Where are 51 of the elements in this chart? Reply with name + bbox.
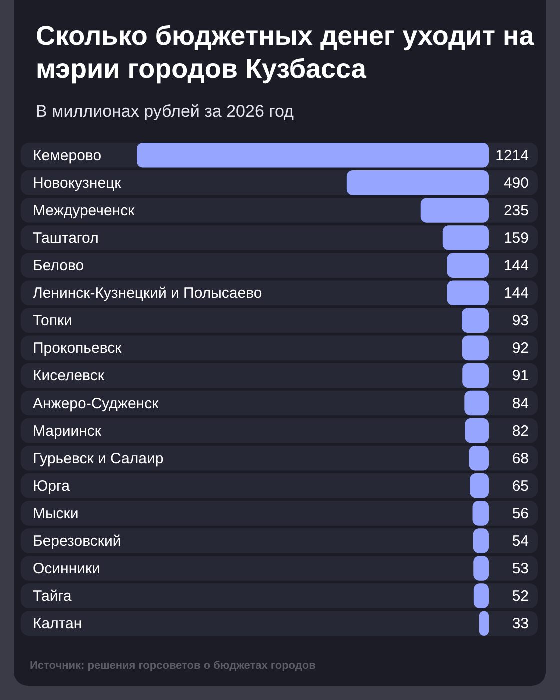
y-tick-label: Осинники [33, 560, 100, 578]
y-tick-label: Мариинск [33, 422, 102, 440]
data-label: 91 [512, 368, 529, 385]
y-tick-label: Междуреченск [33, 202, 136, 220]
bar [447, 253, 489, 278]
bar [420, 198, 489, 223]
y-tick-label: Топки [33, 312, 72, 330]
data-label: 92 [512, 340, 529, 358]
data-label: 56 [512, 505, 529, 522]
data-label: 54 [512, 532, 529, 550]
data-label: 235 [504, 202, 529, 220]
data-label: 53 [512, 560, 529, 578]
y-tick-label: Прокопьевск [33, 340, 122, 358]
bar [470, 474, 489, 498]
data-label: 82 [512, 422, 529, 440]
y-tick-label: Новокузнецк [33, 174, 122, 192]
data-label: 1214 [496, 147, 529, 164]
text: Источник: решения горсоветов о бюджетах городов [30, 660, 316, 672]
bar [462, 308, 489, 334]
y-tick-label: Березовский [33, 532, 122, 550]
chart-subtitle: В миллионах рублей за 2026 год [36, 102, 294, 122]
y-tick-label: Киселевск [33, 368, 105, 385]
bar [465, 418, 489, 444]
bar [462, 363, 489, 388]
y-tick-label: Кемерово [33, 147, 102, 164]
y-tick-label: Гурьевск и Салаир [33, 450, 164, 468]
y-tick-label: Мыски [33, 505, 79, 522]
data-label: 144 [504, 258, 529, 275]
data-label: 159 [504, 230, 529, 248]
data-label: 33 [512, 616, 529, 633]
data-label: 84 [512, 395, 529, 412]
bar [442, 226, 489, 250]
y-tick-label: Ленинск-Кузнецкий и Полысаево [33, 285, 262, 302]
bar [346, 170, 489, 196]
chart-title: Сколько бюджетных денег уходит на мэрии городов Кузбасса [36, 20, 536, 86]
bar [447, 280, 489, 306]
bar [462, 336, 489, 361]
bar [469, 446, 489, 471]
bar [464, 390, 489, 416]
data-label: 144 [504, 285, 529, 302]
y-tick-label: Тайга [33, 588, 72, 606]
data-label: 93 [512, 312, 529, 330]
y-tick-label: Калтан [33, 616, 82, 633]
y-tick-label: Анжеро-Судженск [33, 395, 160, 412]
data-label: 65 [512, 478, 529, 495]
data-label: 52 [512, 588, 529, 606]
y-tick-label: Юрга [33, 478, 71, 495]
y-tick-label: Таштагол [33, 230, 99, 248]
y-tick-label: Белово [33, 258, 84, 275]
data-label: 490 [504, 174, 529, 192]
data-label: 68 [512, 450, 529, 468]
